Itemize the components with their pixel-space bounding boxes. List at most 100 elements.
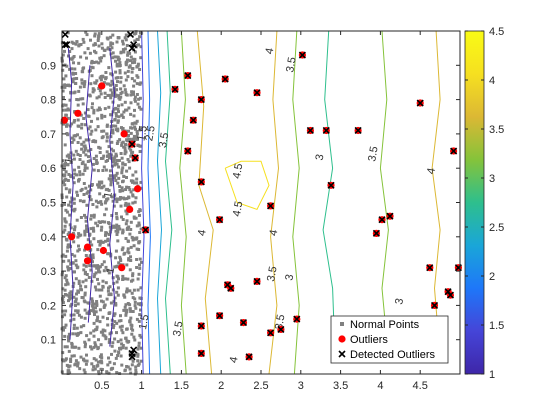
normal-point [89,214,93,218]
normal-point [82,263,86,267]
normal-point [126,158,130,161]
normal-point [105,297,109,301]
normal-point [131,201,135,205]
normal-point [123,148,127,152]
detected-outlier-stroke [61,41,69,49]
normal-point [68,188,72,192]
normal-point [76,133,79,137]
normal-point [61,309,65,313]
normal-point [92,237,96,241]
normal-point [124,313,128,317]
normal-point [77,244,80,248]
normal-point [117,115,121,119]
normal-point [121,162,125,166]
normal-point [94,158,98,162]
normal-point [92,108,96,112]
normal-point [103,213,107,217]
normal-point [85,359,89,363]
normal-point [92,321,96,325]
normal-point [138,208,142,212]
normal-point [64,74,68,78]
colorbar-tick-label: 1 [489,369,495,381]
normal-point [102,81,106,85]
detected-outlier-point [253,89,261,97]
normal-point [86,230,90,233]
normal-point [89,345,92,349]
normal-point [63,293,67,296]
normal-point [83,370,87,374]
y-tick-label: 0.2 [41,300,56,312]
normal-point [83,248,87,252]
normal-point [105,123,109,127]
normal-point [112,158,116,162]
normal-point [82,193,86,196]
normal-point [91,203,95,206]
normal-point [92,334,96,338]
normal-point [138,263,141,267]
normal-point [88,69,92,72]
outlier-point [60,116,68,124]
normal-point [108,154,112,158]
normal-point [83,272,87,276]
normal-point [119,152,123,155]
normal-point [78,199,82,203]
normal-point [114,161,118,165]
normal-point [104,281,108,285]
normal-point [124,150,128,154]
normal-point [139,81,143,85]
detected-outlier-point [221,75,229,83]
normal-point [135,224,139,228]
normal-point [106,239,110,243]
detected-outlier-point [239,318,248,327]
normal-point [111,164,114,168]
contour-line [379,30,389,357]
normal-point [129,228,133,231]
normal-point [131,238,135,242]
normal-point [76,141,80,144]
normal-point [90,243,94,247]
detected-outlier-stroke [61,30,69,38]
normal-point [126,365,130,369]
normal-point [67,231,71,235]
normal-point [106,268,110,272]
normal-point [93,313,96,316]
normal-point [124,336,128,340]
normal-point [104,231,108,235]
normal-point [96,264,100,268]
normal-point [72,295,76,299]
colorbar-tick-label: 2 [489,271,495,283]
normal-point [124,143,127,146]
normal-point [90,304,94,308]
normal-point [106,363,110,367]
normal-point [115,321,119,325]
normal-point [116,76,120,80]
normal-point [72,55,76,58]
normal-point [67,259,71,263]
normal-point [124,63,128,67]
normal-point [106,154,109,158]
normal-point [114,303,118,307]
normal-point [108,174,112,178]
normal-point [62,77,66,81]
normal-point [131,61,134,65]
normal-point [107,356,110,360]
normal-point [116,119,120,123]
normal-point [75,326,79,330]
normal-point [94,358,98,362]
normal-point [102,165,106,169]
normal-point [133,125,137,129]
normal-point [67,294,71,298]
normal-point [121,230,125,233]
normal-point [100,263,104,267]
normal-point [98,320,102,324]
normal-point [129,148,133,152]
normal-point [70,136,74,140]
normal-point [136,288,140,292]
normal-point [114,76,118,80]
normal-point [110,352,113,356]
normal-point [136,347,140,351]
normal-point [117,110,120,114]
normal-point [116,127,120,131]
